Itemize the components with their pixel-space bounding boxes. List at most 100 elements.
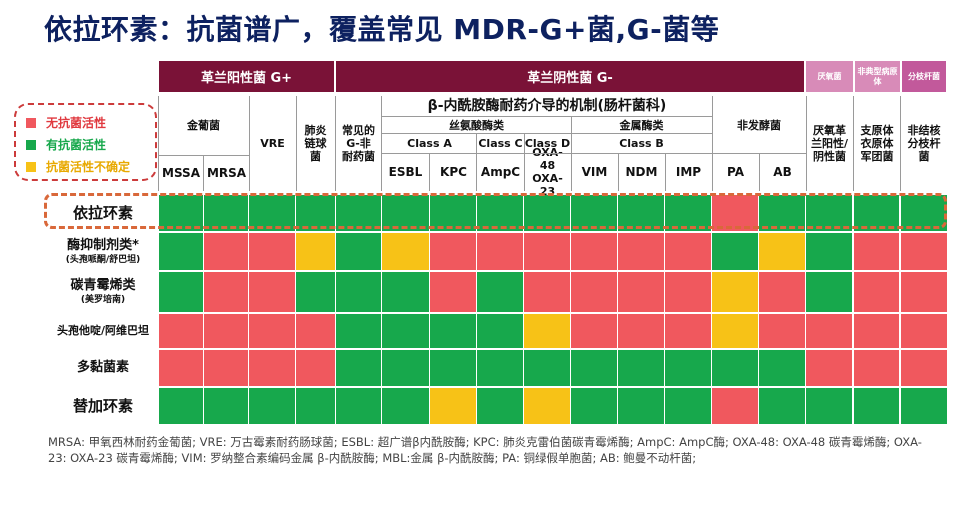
activity-cell-uncertain	[524, 388, 570, 424]
activity-cell-inactive	[665, 233, 711, 270]
activity-cell-active	[336, 233, 381, 270]
row-label-eravacycline: 依拉环素	[48, 195, 158, 231]
legend-item-no-activity: 无抗菌活性	[26, 114, 106, 131]
activity-cell-active	[249, 195, 295, 231]
activity-cell-active	[806, 195, 852, 231]
row-note: (美罗培南)	[80, 295, 126, 305]
activity-cell-active	[159, 195, 203, 231]
pa-header: PA	[727, 164, 744, 179]
activity-cell-inactive	[618, 272, 664, 312]
activity-cell-inactive	[249, 314, 295, 348]
activity-cell-inactive	[159, 350, 203, 386]
legend-label: 无抗菌活性	[46, 116, 107, 130]
page-title: 依拉环素：抗菌谱广，覆盖常见 MDR-G+菌,G-菌等	[44, 13, 720, 46]
activity-cell-active	[665, 350, 711, 386]
activity-cell-active	[430, 195, 476, 231]
row-label-caz-avi: 头孢他啶/阿维巴坦	[48, 314, 158, 348]
gram-negative-header: 革兰阴性菌 G-	[336, 61, 804, 92]
activity-cell-inactive	[524, 272, 570, 312]
mycobacteria-header: 分枝杆菌	[902, 61, 946, 92]
activity-cell-active	[382, 350, 429, 386]
metallo-header: 金属酶类	[619, 119, 664, 132]
activity-cell-inactive	[806, 314, 852, 348]
activity-cell-active	[759, 195, 805, 231]
activity-cell-active	[806, 272, 852, 312]
imp-header: IMP	[675, 164, 702, 179]
row-name: 头孢他啶/阿维巴坦	[56, 324, 150, 337]
activity-cell-active	[296, 195, 335, 231]
activity-cell-active	[854, 388, 899, 424]
activity-cell-active	[336, 195, 381, 231]
kpc-header: KPC	[440, 164, 467, 179]
activity-cell-inactive	[901, 314, 947, 348]
row-name: 替加环素	[72, 397, 133, 415]
activity-cell-active	[382, 195, 429, 231]
activity-cell-active	[712, 350, 758, 386]
activity-cell-active	[204, 388, 248, 424]
activity-cell-inactive	[204, 314, 248, 348]
activity-cell-active	[382, 314, 429, 348]
activity-cell-uncertain	[430, 388, 476, 424]
beta-lactamase-header: β-内酰胺酶耐药介导的机制(肠杆菌科)	[427, 97, 667, 114]
legend-item-uncertain: 抗菌活性不确定	[26, 158, 130, 175]
mrsa-header: MRSA	[206, 165, 247, 180]
s-aureus-header: 金葡菌	[187, 118, 220, 132]
legend-item-activity: 有抗菌活性	[26, 136, 106, 153]
ab-header: AB	[773, 164, 792, 179]
activity-cell-active	[336, 314, 381, 348]
activity-cell-active	[296, 388, 335, 424]
activity-cell-active	[477, 314, 523, 348]
activity-cell-inactive	[430, 233, 476, 270]
class-a-header: Class A	[407, 136, 452, 150]
non-fermenter-header: 非发酵菌	[737, 118, 781, 132]
activity-cell-active	[759, 350, 805, 386]
atypical-header: 非典型病原体	[855, 61, 900, 92]
activity-cell-inactive	[806, 350, 852, 386]
activity-cell-active	[336, 350, 381, 386]
activity-cell-active	[336, 388, 381, 424]
activity-cell-uncertain	[712, 272, 758, 312]
row-name: 多黏菌素	[76, 360, 129, 375]
activity-cell-active	[249, 388, 295, 424]
activity-cell-inactive	[901, 272, 947, 312]
activity-cell-inactive	[204, 350, 248, 386]
activity-cell-active	[430, 314, 476, 348]
activity-cell-active	[806, 233, 852, 270]
oxa-header: OXA-48 OXA-23	[532, 146, 563, 198]
activity-cell-active	[204, 195, 248, 231]
row-label-bli: 酶抑制剂类* (头孢哌酮/舒巴坦)	[48, 233, 158, 270]
activity-cell-active	[382, 272, 429, 312]
activity-cell-inactive	[712, 388, 758, 424]
pneumococcus-header: 肺炎链球菌	[304, 123, 327, 163]
activity-cell-active	[159, 388, 203, 424]
activity-cell-inactive	[249, 233, 295, 270]
activity-cell-uncertain	[759, 233, 805, 270]
activity-cell-active	[665, 388, 711, 424]
activity-cell-inactive	[854, 314, 899, 348]
activity-cell-uncertain	[296, 233, 335, 270]
ntm-header: 非结核分枝杆菌	[907, 123, 941, 163]
activity-cell-active	[336, 272, 381, 312]
row-label-carbapenem: 碳青霉烯类 (美罗培南)	[48, 272, 158, 312]
activity-cell-active	[571, 388, 617, 424]
activity-cell-inactive	[159, 314, 203, 348]
activity-cell-active	[296, 272, 335, 312]
activity-cell-inactive	[618, 233, 664, 270]
activity-cell-active	[712, 233, 758, 270]
activity-cell-inactive	[477, 233, 523, 270]
legend-swatch-green	[26, 139, 36, 150]
activity-cell-active	[524, 350, 570, 386]
activity-cell-active	[618, 350, 664, 386]
class-c-header: Class C	[478, 136, 523, 150]
activity-cell-inactive	[204, 233, 248, 270]
activity-cell-inactive	[665, 314, 711, 348]
serine-header: 丝氨酸酶类	[449, 119, 504, 132]
activity-cell-active	[477, 195, 523, 231]
activity-cell-active	[901, 388, 947, 424]
activity-cell-active	[571, 350, 617, 386]
legend-label: 有抗菌活性	[46, 138, 107, 152]
activity-cell-inactive	[759, 272, 805, 312]
activity-cell-active	[806, 388, 852, 424]
row-label-tigecycline: 替加环素	[48, 388, 158, 424]
gram-positive-header: 革兰阳性菌 G+	[159, 61, 334, 92]
